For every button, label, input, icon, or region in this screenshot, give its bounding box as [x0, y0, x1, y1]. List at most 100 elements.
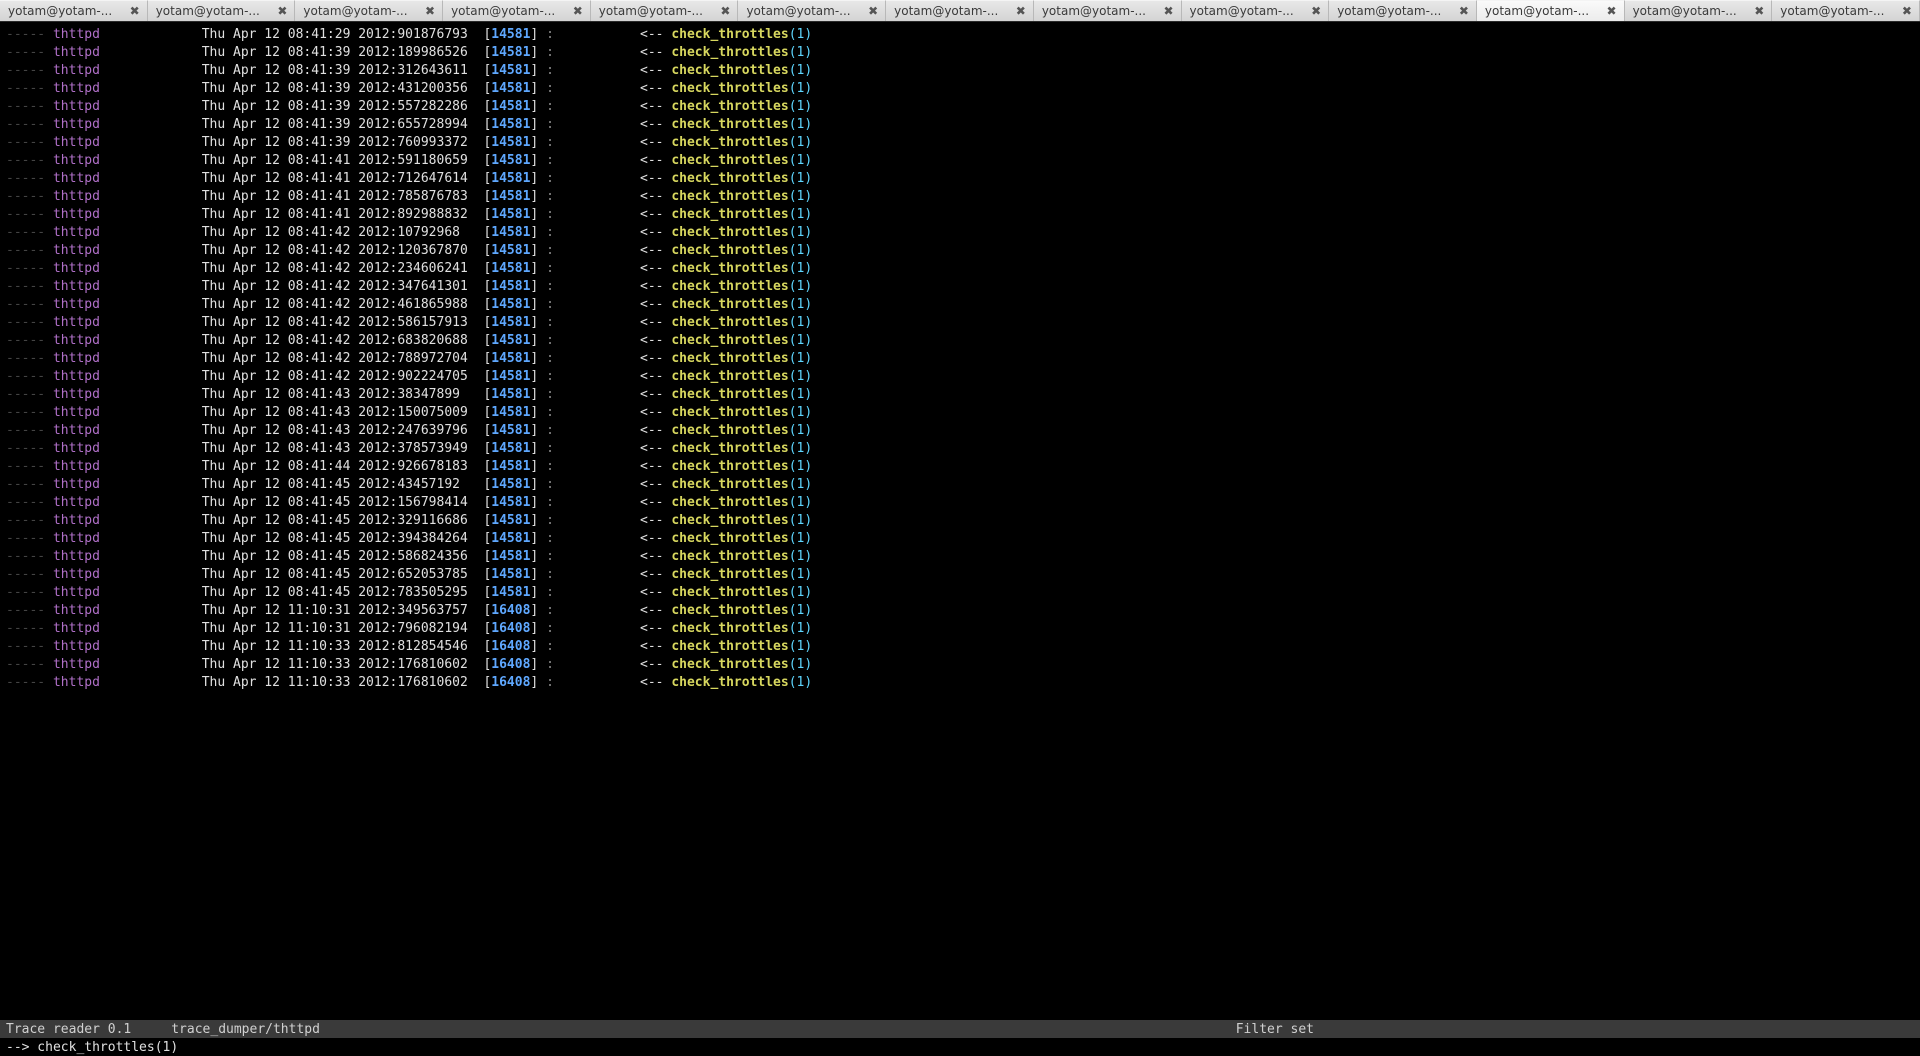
log-arg: (1) [789, 657, 812, 672]
tab-label: yotam@yotam-... [1485, 4, 1600, 18]
log-arg: (1) [789, 63, 812, 78]
log-process: thttpd [53, 585, 100, 600]
log-arg: (1) [789, 639, 812, 654]
terminal-tab[interactable]: yotam@yotam-...✖ [1034, 0, 1182, 21]
log-direction-arrow: <-- [640, 63, 671, 78]
log-function: check_throttles [671, 81, 788, 96]
status-trace-path: trace_dumper/thttpd [171, 1022, 320, 1037]
log-pid: 14581 [491, 585, 530, 600]
command-prompt[interactable]: --> check_throttles(1) [0, 1038, 1920, 1056]
log-pid: 14581 [491, 567, 530, 582]
log-timestamp: Thu Apr 12 08:41:42 2012:234606241 [202, 261, 468, 276]
tab-label: yotam@yotam-... [451, 4, 566, 18]
terminal-tab[interactable]: yotam@yotam-...✖ [1182, 0, 1330, 21]
tab-label: yotam@yotam-... [599, 4, 714, 18]
log-pid: 14581 [491, 279, 530, 294]
log-row: ----- thttpd Thu Apr 12 08:41:43 2012:37… [6, 440, 1914, 458]
log-prefix-dashes: ----- [6, 441, 53, 456]
close-icon[interactable]: ✖ [1163, 5, 1175, 17]
close-icon[interactable]: ✖ [1310, 5, 1322, 17]
log-prefix-dashes: ----- [6, 675, 53, 690]
log-prefix-dashes: ----- [6, 585, 53, 600]
log-prefix-dashes: ----- [6, 99, 53, 114]
log-prefix-dashes: ----- [6, 171, 53, 186]
log-prefix-dashes: ----- [6, 135, 53, 150]
tab-bar: yotam@yotam-... ✖ yotam@yotam-... ✖ yotam@yo… [0, 0, 1920, 22]
log-timestamp: Thu Apr 12 11:10:33 2012:176810602 [202, 657, 468, 672]
log-pid: 14581 [491, 153, 530, 168]
log-direction-arrow: <-- [640, 657, 671, 672]
log-process: thttpd [53, 333, 100, 348]
log-direction-arrow: <-- [640, 423, 671, 438]
log-arg: (1) [789, 567, 812, 582]
close-icon[interactable]: ✖ [1901, 5, 1913, 17]
log-timestamp: Thu Apr 12 08:41:39 2012:312643611 [202, 63, 468, 78]
log-prefix-dashes: ----- [6, 81, 53, 96]
terminal-tab[interactable]: yotam@yotam-...✖ [0, 0, 148, 21]
log-timestamp: Thu Apr 12 11:10:33 2012:812854546 [202, 639, 468, 654]
log-arg: (1) [789, 315, 812, 330]
close-icon[interactable]: ✖ [1015, 5, 1027, 17]
terminal-tab[interactable]: yotam@yotam-... ✖ [1477, 0, 1625, 21]
log-direction-arrow: <-- [640, 639, 671, 654]
log-pid: 14581 [491, 351, 530, 366]
terminal-tab[interactable]: yotam@yotam-... ✖ [738, 0, 886, 21]
log-direction-arrow: <-- [640, 135, 671, 150]
log-timestamp: Thu Apr 12 08:41:41 2012:712647614 [202, 171, 468, 186]
close-icon[interactable]: ✖ [424, 5, 436, 17]
log-function: check_throttles [671, 657, 788, 672]
log-direction-arrow: <-- [640, 387, 671, 402]
log-row: ----- thttpd Thu Apr 12 08:41:41 2012:71… [6, 170, 1914, 188]
terminal-tab[interactable]: yotam@yotam-...✖ [1772, 0, 1920, 21]
log-direction-arrow: <-- [640, 45, 671, 60]
log-pid: 14581 [491, 207, 530, 222]
close-icon[interactable]: ✖ [867, 5, 879, 17]
close-icon[interactable]: ✖ [719, 5, 731, 17]
log-pid: 16408 [491, 639, 530, 654]
log-row: ----- thttpd Thu Apr 12 08:41:41 2012:78… [6, 188, 1914, 206]
log-timestamp: Thu Apr 12 08:41:43 2012:378573949 [202, 441, 468, 456]
log-process: thttpd [53, 81, 100, 96]
log-direction-arrow: <-- [640, 441, 671, 456]
log-pid: 14581 [491, 171, 530, 186]
log-direction-arrow: <-- [640, 369, 671, 384]
close-icon[interactable]: ✖ [1753, 5, 1765, 17]
close-icon[interactable]: ✖ [1458, 5, 1470, 17]
tab-label: yotam@yotam-... [746, 4, 861, 18]
log-function: check_throttles [671, 207, 788, 222]
terminal-tab[interactable]: yotam@yotam-...✖ [886, 0, 1034, 21]
terminal-tab[interactable]: yotam@yotam-...✖ [1329, 0, 1477, 21]
log-arg: (1) [789, 171, 812, 186]
log-process: thttpd [53, 225, 100, 240]
tab-label: yotam@yotam-... [303, 4, 418, 18]
terminal-tab[interactable]: yotam@yotam-...✖ [148, 0, 296, 21]
log-prefix-dashes: ----- [6, 477, 53, 492]
log-function: check_throttles [671, 621, 788, 636]
terminal-tab[interactable]: yotam@yotam-... ✖ [443, 0, 591, 21]
log-arg: (1) [789, 153, 812, 168]
log-direction-arrow: <-- [640, 315, 671, 330]
close-icon[interactable]: ✖ [276, 5, 288, 17]
terminal-tab[interactable]: yotam@yotam-... ✖ [1625, 0, 1773, 21]
log-timestamp: Thu Apr 12 08:41:45 2012:43457192 [202, 477, 468, 492]
log-direction-arrow: <-- [640, 153, 671, 168]
close-icon[interactable]: ✖ [129, 5, 141, 17]
close-icon[interactable]: ✖ [1606, 5, 1618, 17]
log-pid: 14581 [491, 333, 530, 348]
log-prefix-dashes: ----- [6, 531, 53, 546]
log-function: check_throttles [671, 477, 788, 492]
log-process: thttpd [53, 477, 100, 492]
terminal-tab[interactable]: yotam@yotam-... ✖ [295, 0, 443, 21]
log-direction-arrow: <-- [640, 351, 671, 366]
log-timestamp: Thu Apr 12 08:41:42 2012:120367870 [202, 243, 468, 258]
log-row: ----- thttpd Thu Apr 12 08:41:44 2012:92… [6, 458, 1914, 476]
log-pid: 14581 [491, 81, 530, 96]
log-direction-arrow: <-- [640, 117, 671, 132]
log-prefix-dashes: ----- [6, 423, 53, 438]
tab-label: yotam@yotam-... [1633, 4, 1748, 18]
close-icon[interactable]: ✖ [572, 5, 584, 17]
log-timestamp: Thu Apr 12 08:41:45 2012:156798414 [202, 495, 468, 510]
log-process: thttpd [53, 495, 100, 510]
log-row: ----- thttpd Thu Apr 12 08:41:43 2012:38… [6, 386, 1914, 404]
terminal-tab[interactable]: yotam@yotam-... ✖ [591, 0, 739, 21]
